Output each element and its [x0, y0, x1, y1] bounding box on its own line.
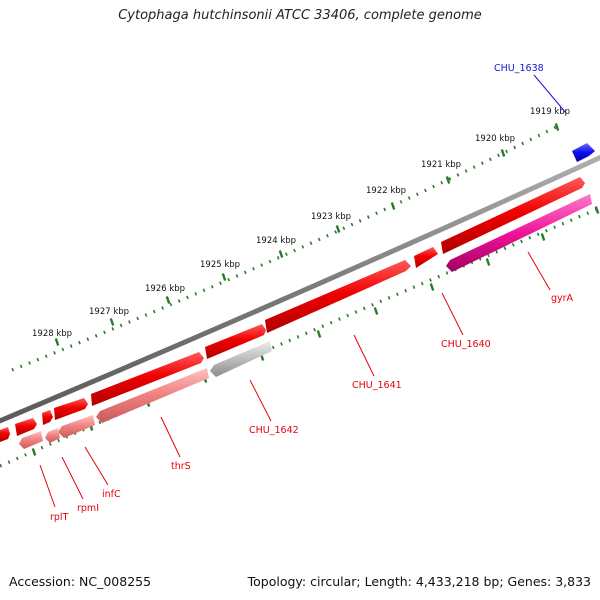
genome-summary-text: Topology: circular; Length: 4,433,218 bp…: [247, 574, 591, 589]
gene-arrow-rpmI[interactable]: [45, 428, 60, 443]
gene-arrow-forward[interactable]: [91, 352, 204, 406]
tick-label: 1924 kbp: [256, 236, 296, 246]
tick-label: 1923 kbp: [311, 212, 351, 222]
tick-label: 1922 kbp: [366, 186, 406, 196]
gene-arrow-thrS[interactable]: [96, 368, 209, 423]
leader-gyrA: [527, 251, 551, 291]
gene-arrow-rplT[interactable]: [19, 431, 43, 449]
gene-arrow-forward[interactable]: [414, 247, 438, 268]
leader-CHU_1642: [249, 379, 272, 422]
gene-label-CHU_1642[interactable]: CHU_1642: [249, 425, 299, 436]
gene-label-gyrA[interactable]: gyrA: [551, 293, 574, 304]
gene-label-CHU_1640[interactable]: CHU_1640: [441, 339, 491, 350]
gene-arrow-gyrA[interactable]: [446, 194, 592, 272]
gene-arrow-forward[interactable]: [205, 324, 266, 359]
major-tick: [429, 283, 435, 291]
gene-arrow-CHU_1642[interactable]: [210, 341, 272, 377]
gene-label-thrS[interactable]: thrS: [171, 461, 191, 472]
tick-labels: 1919 kbp 1920 kbp 1921 kbp 1922 kbp 1923 kbp…: [32, 107, 570, 339]
gene-label-CHU_1638[interactable]: CHU_1638: [494, 63, 544, 74]
tick-label: 1926 kbp: [145, 284, 185, 294]
major-tick: [390, 202, 396, 210]
major-tick: [31, 448, 37, 456]
accession-text: Accession: NC_008255: [9, 574, 152, 589]
leader-thrS: [160, 416, 181, 458]
leader-rplT: [39, 464, 56, 508]
gene-arrow-forward[interactable]: [0, 427, 10, 442]
reverse-strand-genes: [19, 194, 592, 449]
gene-arrow-CHU_1638[interactable]: [572, 143, 595, 162]
major-tick: [500, 149, 506, 157]
gene-arrow-infC[interactable]: [58, 415, 95, 438]
tick-label: 1925 kbp: [200, 260, 240, 270]
map-title: Cytophaga hutchinsonii ATCC 33406, compl…: [118, 8, 482, 23]
major-tick: [54, 338, 60, 346]
major-tick: [485, 258, 491, 266]
genome-backbone: [0, 154, 600, 424]
tick-label: 1921 kbp: [421, 160, 461, 170]
tick-label: 1927 kbp: [89, 307, 129, 317]
major-tick: [109, 318, 115, 326]
major-tick: [316, 330, 322, 338]
leader-CHU_1638: [533, 74, 567, 114]
gene-arrow-forward[interactable]: [54, 398, 88, 420]
gene-arrow-forward[interactable]: [265, 260, 411, 333]
gene-label-infC[interactable]: infC: [102, 489, 121, 500]
major-tick: [540, 233, 546, 241]
tick-label: 1928 kbp: [32, 329, 72, 339]
major-tick: [554, 123, 560, 131]
major-tick: [165, 296, 171, 304]
outer-major-ticks: [54, 123, 560, 346]
label-leader-lines: [39, 74, 567, 508]
gene-label-CHU_1641[interactable]: CHU_1641: [352, 380, 402, 391]
leader-rpmI: [61, 456, 84, 500]
gene-arrow-forward[interactable]: [15, 418, 37, 436]
major-tick: [594, 206, 600, 214]
major-tick: [373, 307, 379, 315]
gene-arrow-forward[interactable]: [441, 177, 585, 254]
leader-CHU_1641: [353, 334, 375, 377]
forward-strand-genes: [0, 177, 585, 442]
tick-label: 1919 kbp: [530, 107, 570, 117]
major-tick: [335, 225, 341, 233]
gene-label-rplT[interactable]: rplT: [50, 512, 69, 523]
gene-labels: CHU_1638 gyrA CHU_1640 CHU_1641 CHU_1642…: [50, 63, 574, 523]
major-tick: [278, 250, 284, 258]
gene-label-rpmI[interactable]: rpmI: [77, 503, 99, 514]
gene-arrow-forward[interactable]: [42, 410, 53, 425]
leader-infC: [84, 446, 109, 486]
major-tick: [221, 273, 227, 281]
tick-label: 1920 kbp: [475, 134, 515, 144]
major-tick: [445, 176, 451, 184]
leader-CHU_1640: [441, 292, 464, 336]
